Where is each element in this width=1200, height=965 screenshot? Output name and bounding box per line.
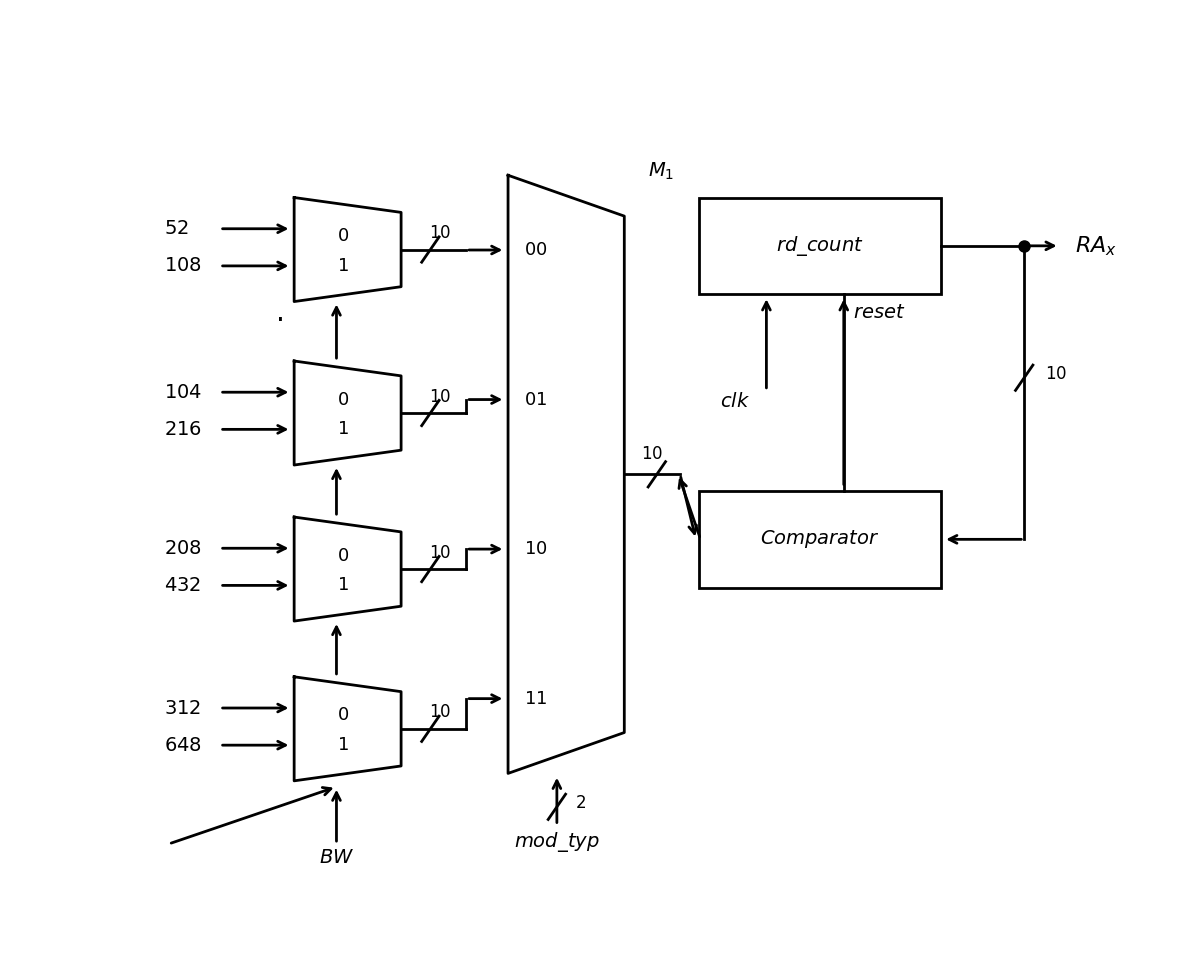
Text: $10$: $10$: [524, 540, 547, 558]
Text: $216$: $216$: [164, 420, 202, 439]
Text: $M_1$: $M_1$: [648, 161, 674, 182]
Text: $10$: $10$: [1045, 365, 1067, 383]
Text: $108$: $108$: [164, 257, 202, 275]
Text: $0$: $0$: [337, 227, 349, 245]
Text: $00$: $00$: [524, 241, 547, 259]
Text: $312$: $312$: [164, 699, 202, 718]
Text: $1$: $1$: [337, 421, 349, 438]
Text: $10$: $10$: [428, 703, 451, 722]
Text: $0$: $0$: [337, 547, 349, 565]
Text: $clk$: $clk$: [720, 393, 750, 411]
Text: $10$: $10$: [641, 445, 664, 462]
Text: $648$: $648$: [164, 735, 202, 755]
Bar: [698, 198, 941, 294]
Text: $10$: $10$: [428, 543, 451, 562]
Text: $1$: $1$: [337, 257, 349, 275]
Text: $10$: $10$: [428, 388, 451, 405]
Text: $10$: $10$: [428, 224, 451, 242]
Bar: [698, 491, 941, 588]
Text: $BW$: $BW$: [319, 848, 354, 867]
Text: $11$: $11$: [524, 690, 547, 707]
Text: $104$: $104$: [164, 383, 202, 401]
Text: $1$: $1$: [337, 736, 349, 755]
Text: $52$: $52$: [164, 219, 188, 238]
Text: $208$: $208$: [164, 538, 202, 558]
Text: .: .: [276, 299, 284, 327]
Text: $2$: $2$: [575, 794, 586, 813]
Text: $0$: $0$: [337, 706, 349, 725]
Text: $RA_x$: $RA_x$: [1075, 234, 1117, 258]
Text: $1$: $1$: [337, 576, 349, 594]
Text: $reset$: $reset$: [853, 303, 906, 322]
Text: $mod\_typ$: $mod\_typ$: [514, 830, 600, 854]
Text: $Comparator$: $Comparator$: [760, 529, 880, 550]
Text: $rd\_count$: $rd\_count$: [775, 234, 864, 258]
Text: $432$: $432$: [164, 576, 202, 594]
Text: $01$: $01$: [524, 391, 547, 408]
Text: $0$: $0$: [337, 391, 349, 408]
